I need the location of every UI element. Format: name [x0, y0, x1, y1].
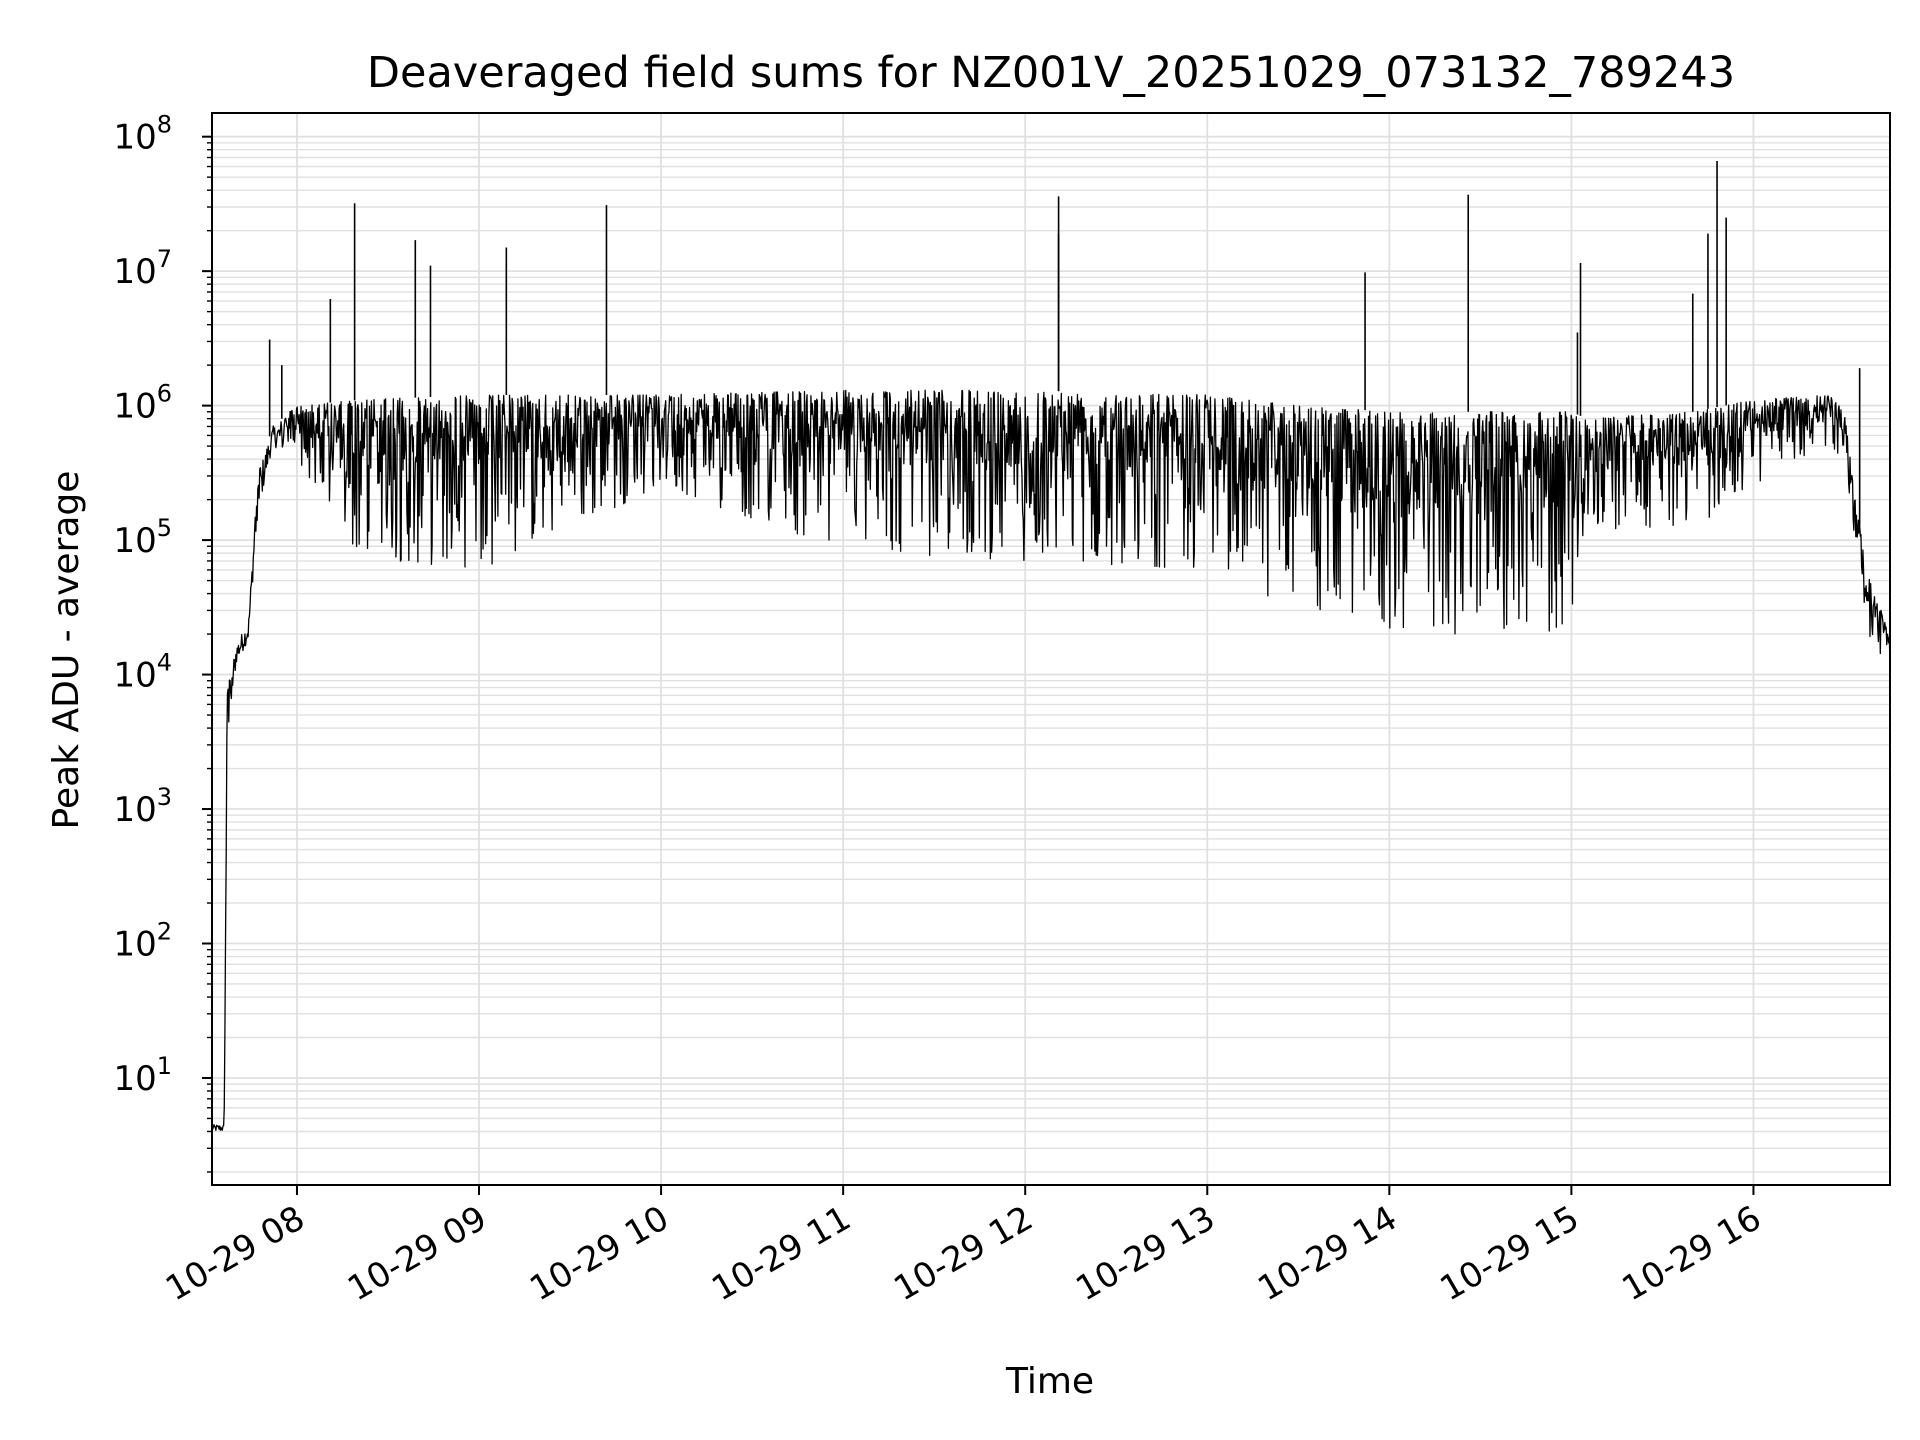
y-tick-exponent: 2: [157, 918, 172, 946]
y-tick-exponent: 5: [157, 514, 172, 542]
y-tick-exponent: 8: [157, 111, 172, 139]
x-axis-label: Time: [1005, 1361, 1094, 1402]
y-tick-exponent: 7: [157, 245, 172, 273]
y-axis-label: Peak ADU - average: [46, 471, 87, 830]
chart-title: Deaveraged field sums for NZ001V_2025102…: [367, 48, 1735, 98]
y-tick-label: 103: [113, 783, 172, 830]
series-layer: [211, 160, 1891, 1131]
y-tick-label: 102: [113, 918, 172, 965]
y-tick-label: 107: [113, 245, 172, 292]
plot-frame: [211, 112, 1891, 1186]
y-tick-base: 10: [113, 118, 156, 158]
y-tick-label: 106: [113, 380, 172, 427]
series-line: [211, 389, 1891, 1131]
y-tick-base: 10: [113, 387, 156, 427]
y-tick-base: 10: [113, 252, 156, 292]
grid-layer: [212, 113, 1890, 1185]
y-tick-base: 10: [113, 521, 156, 561]
y-tick-exponent: 4: [157, 649, 172, 677]
y-tick-label: 105: [113, 514, 172, 561]
y-tick-base: 10: [113, 656, 156, 696]
y-tick-base: 10: [113, 790, 156, 830]
y-tick-label: 108: [113, 111, 172, 158]
y-tick-label: 101: [113, 1052, 172, 1099]
y-tick-exponent: 6: [157, 380, 172, 408]
y-tick-exponent: 1: [157, 1052, 172, 1080]
y-tick-exponent: 3: [157, 783, 172, 811]
y-tick-base: 10: [113, 925, 156, 965]
y-tick-label: 104: [113, 649, 172, 696]
y-tick-base: 10: [113, 1059, 156, 1099]
